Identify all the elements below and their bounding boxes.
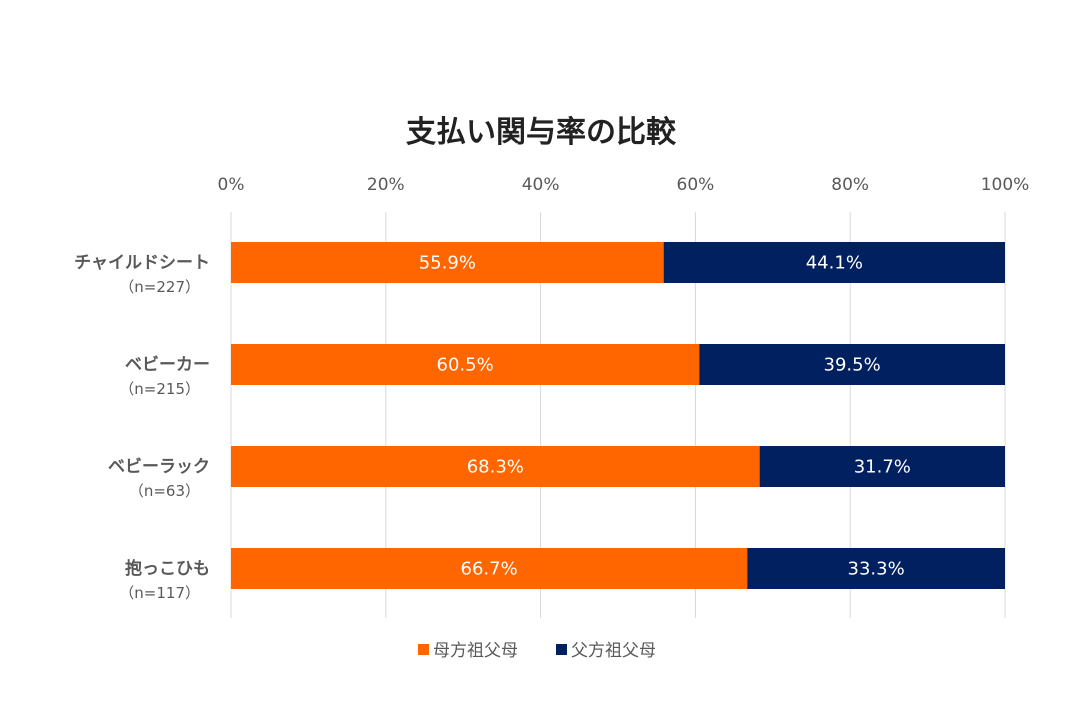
category-label: ベビーラック [108, 457, 210, 477]
legend-swatch [556, 644, 567, 655]
category-sample-size: （n=215） [119, 380, 200, 398]
bar-segment [663, 242, 1005, 283]
x-tick-label: 0% [218, 175, 245, 195]
bar-segment [231, 344, 700, 385]
category-sample-size: （n=227） [119, 278, 200, 296]
bar-segment [699, 344, 1005, 385]
bar-segment [747, 548, 1005, 589]
legend-label: 母方祖父母 [433, 641, 518, 661]
x-tick-label: 100% [981, 175, 1030, 195]
x-tick-label: 40% [522, 175, 560, 195]
bar-segment [231, 242, 664, 283]
category-label: ベビーカー [125, 355, 210, 375]
category-sample-size: （n=63） [129, 482, 200, 500]
data-label: 39.5% [824, 355, 881, 376]
data-label: 44.1% [806, 253, 863, 274]
category-sample-size: （n=117） [119, 584, 200, 602]
data-label: 33.3% [848, 559, 905, 580]
data-label: 55.9% [419, 253, 476, 274]
data-label: 66.7% [461, 559, 518, 580]
data-label: 60.5% [437, 355, 494, 376]
bar-segment [231, 446, 760, 487]
data-label: 31.7% [854, 457, 911, 478]
data-label: 68.3% [467, 457, 524, 478]
legend-swatch [418, 644, 429, 655]
category-label: チャイルドシート [74, 253, 210, 273]
bar-segment [759, 446, 1005, 487]
bar-segment [231, 548, 748, 589]
chart-title: 支払い関与率の比較 [406, 115, 677, 150]
x-tick-label: 20% [367, 175, 405, 195]
category-label: 抱っこひも [125, 558, 210, 579]
x-tick-label: 80% [831, 175, 869, 195]
legend-label: 父方祖父母 [571, 641, 656, 661]
x-tick-label: 60% [677, 175, 715, 195]
